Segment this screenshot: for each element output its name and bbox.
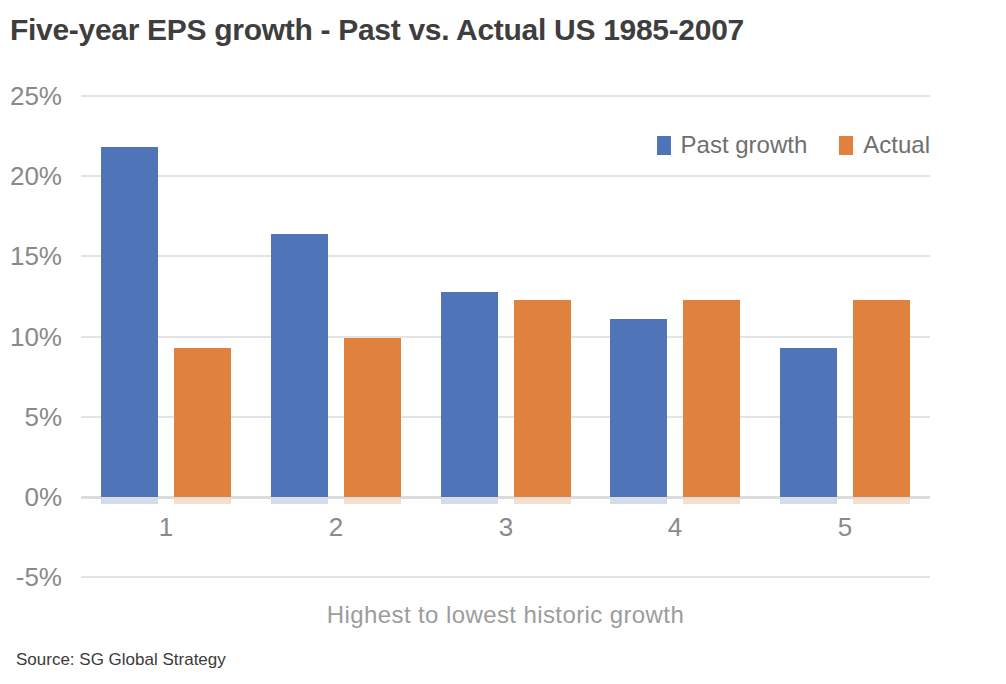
- bar-shadow: [174, 499, 231, 504]
- bar-past-growth-5: [780, 348, 837, 497]
- source-note: Source: SG Global Strategy: [16, 650, 226, 670]
- bar-shadow: [101, 499, 158, 504]
- y-tick-label: 0%: [0, 481, 62, 513]
- legend-label-actual: Actual: [863, 131, 930, 159]
- y-tick-label: -5%: [0, 561, 62, 593]
- bar-past-growth-4: [610, 319, 667, 497]
- bar-shadow: [780, 499, 837, 504]
- y-tick-label: 20%: [0, 160, 62, 192]
- legend: Past growth Actual: [657, 131, 930, 159]
- legend-item-actual: Actual: [839, 131, 930, 159]
- bar-shadow: [441, 499, 498, 504]
- bar-shadow: [683, 499, 740, 504]
- bar-actual-3: [514, 300, 571, 497]
- actual-swatch: [839, 136, 853, 155]
- bar-past-growth-3: [441, 292, 498, 497]
- bar-past-growth-2: [271, 234, 328, 497]
- y-tick-label: 15%: [0, 240, 62, 272]
- bar-past-growth-1: [101, 147, 158, 497]
- y-tick-label: 5%: [0, 401, 62, 433]
- legend-item-past-growth: Past growth: [657, 131, 808, 159]
- bar-shadow: [271, 499, 328, 504]
- gridline: [81, 95, 930, 97]
- bar-actual-5: [853, 300, 910, 497]
- bar-actual-4: [683, 300, 740, 497]
- gridline: [81, 175, 930, 177]
- gridline: [81, 255, 930, 257]
- gridline: [81, 336, 930, 338]
- x-category-label: 4: [605, 512, 745, 543]
- x-axis-title: Highest to lowest historic growth: [81, 601, 930, 629]
- x-category-label: 1: [96, 512, 236, 543]
- past-growth-swatch: [657, 136, 671, 155]
- bar-shadow: [853, 499, 910, 504]
- chart-title: Five-year EPS growth - Past vs. Actual U…: [10, 13, 744, 47]
- x-category-label: 3: [436, 512, 576, 543]
- y-tick-label: 10%: [0, 321, 62, 353]
- gridline: [81, 576, 930, 578]
- x-category-label: 2: [266, 512, 406, 543]
- x-category-label: 5: [775, 512, 915, 543]
- bar-shadow: [610, 499, 667, 504]
- bar-shadow: [514, 499, 571, 504]
- bar-shadow: [344, 499, 401, 504]
- bar-actual-1: [174, 348, 231, 497]
- y-tick-label: 25%: [0, 80, 62, 112]
- bar-actual-2: [344, 338, 401, 497]
- chart-canvas: Five-year EPS growth - Past vs. Actual U…: [0, 0, 1006, 684]
- legend-label-past-growth: Past growth: [681, 131, 808, 159]
